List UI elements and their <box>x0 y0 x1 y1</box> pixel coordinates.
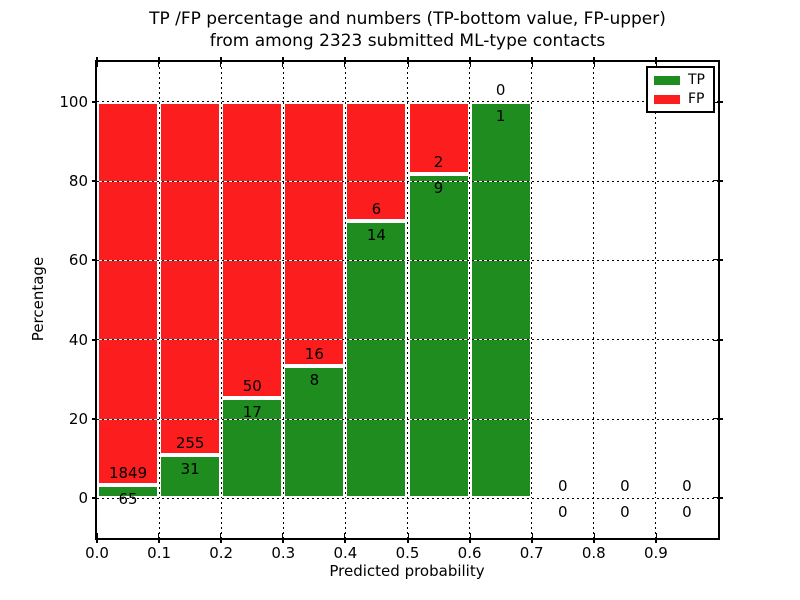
chart-title-line2: from among 2323 submitted ML-type contac… <box>209 31 606 51</box>
y-tick-label: 40 <box>68 330 88 349</box>
x-tickmark-bottom <box>282 533 285 543</box>
bar-fp-segment <box>221 101 284 398</box>
y-tick-label: 60 <box>68 251 88 270</box>
fp-count-label: 0 <box>620 477 630 496</box>
tp-count-label: 65 <box>118 489 138 508</box>
y-tick-label: 100 <box>59 92 88 111</box>
legend-box: TP FP <box>646 66 715 113</box>
gridline-vertical <box>593 62 595 538</box>
bar-tp-segment <box>407 173 470 499</box>
tp-count-label: 0 <box>557 503 568 522</box>
x-tick-label: 0.8 <box>581 544 606 562</box>
fp-count-label: 6 <box>371 199 382 218</box>
bar-tp-segment <box>159 455 222 499</box>
x-tick-label: 0.9 <box>643 544 668 562</box>
gridline-vertical <box>220 62 222 538</box>
chart-title-line1: TP /FP percentage and numbers (TP-bottom… <box>149 9 666 29</box>
x-tickmark-bottom <box>344 533 347 543</box>
fp-count-label: 50 <box>242 376 262 395</box>
gridline-horizontal <box>97 418 718 420</box>
tp-count-label: 0 <box>682 503 692 522</box>
bar-fp-segment <box>345 101 408 221</box>
x-axis-label: Predicted probability <box>329 562 485 580</box>
fp-count-label: 0 <box>495 80 506 99</box>
y-tickmark-right <box>713 497 723 500</box>
x-tick-label: 0.1 <box>147 544 172 562</box>
legend-swatch-tp <box>654 75 680 85</box>
bar-tp-segment <box>283 366 346 499</box>
legend-item-tp: TP <box>654 73 713 87</box>
tp-count-label: 1 <box>495 106 506 125</box>
y-tick-label: 20 <box>68 410 88 428</box>
gridline-vertical <box>158 62 160 538</box>
y-axis-label: Percentage <box>29 256 47 342</box>
gridline-vertical <box>531 62 533 538</box>
legend-label-tp: TP <box>688 72 705 88</box>
x-tickmark-bottom <box>96 533 98 543</box>
y-tick-label: 0 <box>78 489 88 508</box>
x-tick-label: 0.3 <box>271 544 296 562</box>
fp-count-label: 2 <box>433 152 444 171</box>
tp-count-label: 14 <box>366 225 386 244</box>
gridline-horizontal <box>97 259 718 261</box>
tp-count-label: 31 <box>180 460 200 479</box>
tp-count-label: 0 <box>620 503 630 522</box>
fp-count-label: 255 <box>175 434 205 453</box>
bar-fp-segment <box>97 101 160 485</box>
x-tick-label: 0.5 <box>395 544 420 562</box>
y-tickmark-right <box>713 100 723 103</box>
gridline-horizontal <box>97 339 718 341</box>
fp-count-label: 16 <box>304 345 324 364</box>
x-tick-label: 0.7 <box>519 544 544 562</box>
x-tickmark-bottom <box>220 533 223 543</box>
tp-count-label: 17 <box>242 402 262 421</box>
y-tickmark-right <box>713 338 723 341</box>
gridline-vertical <box>655 62 657 538</box>
x-tickmark-bottom <box>468 533 471 543</box>
gridline-vertical <box>282 62 284 538</box>
x-tickmark-bottom <box>654 533 657 543</box>
gridline-vertical <box>407 62 408 538</box>
x-tickmark-bottom <box>530 533 533 543</box>
bar-tp-segment <box>97 484 160 499</box>
legend-label-fp: FP <box>688 91 705 107</box>
bar-tp-segment <box>345 220 408 499</box>
x-tick-label: 0.6 <box>457 544 482 562</box>
x-tickmark-bottom <box>158 533 161 543</box>
legend-item-fp: FP <box>654 92 713 106</box>
bar-fp-segment <box>159 101 222 456</box>
chart-title: TP /FP percentage and numbers (TP-bottom… <box>97 8 718 52</box>
y-tickmark-right <box>713 180 723 182</box>
fp-count-label: 1849 <box>108 463 148 482</box>
x-tick-label: 0.2 <box>209 544 234 562</box>
bar-tp-segment <box>221 397 284 499</box>
bar-tp-segment <box>469 101 532 499</box>
y-tickmark-right <box>713 418 723 420</box>
gridline-vertical <box>469 62 471 538</box>
gridline-horizontal <box>97 180 718 182</box>
gridline-horizontal <box>97 497 718 499</box>
x-tickmark-bottom <box>592 533 595 543</box>
gridline-vertical <box>344 62 346 538</box>
x-tick-label: 0.0 <box>85 544 109 562</box>
tp-count-label: 8 <box>309 371 320 390</box>
fp-count-label: 0 <box>682 477 692 496</box>
bar-fp-segment <box>407 101 470 174</box>
x-tickmark-top <box>96 57 98 67</box>
fp-count-label: 0 <box>557 477 568 496</box>
gridline-horizontal <box>97 101 718 103</box>
y-tick-label: 80 <box>68 172 88 190</box>
x-tickmark-bottom <box>406 533 409 543</box>
tp-count-label: 9 <box>433 178 444 197</box>
y-tickmark-right <box>713 259 723 262</box>
plot-area: 1849 65 255 31 50 17 16 8 6 14 2 9 0 1 0 0 0 0 0 0 TP FP <box>95 60 720 540</box>
legend-swatch-fp <box>654 94 680 104</box>
bar-fp-segment <box>283 101 346 367</box>
x-tick-label: 0.4 <box>333 544 358 562</box>
